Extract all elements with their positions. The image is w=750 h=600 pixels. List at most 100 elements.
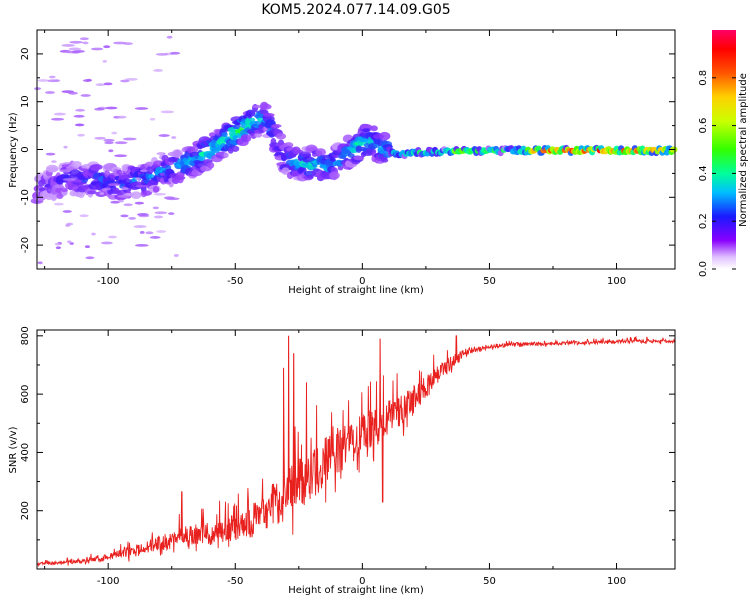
spectrogram-cell — [221, 131, 228, 138]
spectrogram-noise-cell — [82, 79, 92, 82]
spectrogram-noise-cell — [63, 145, 68, 149]
spectrogram-cell — [232, 135, 239, 140]
spectrogram-cell — [329, 157, 336, 162]
spectrogram-noise-cell — [74, 123, 85, 127]
figure-title: KOM5.2024.077.14.09.G05 — [261, 2, 450, 18]
x-tick-label: 100 — [607, 576, 626, 587]
spectrogram-cell — [271, 124, 282, 128]
spectrogram-noise-cell — [135, 244, 149, 247]
colorbar-tick-label: 0.2 — [698, 213, 709, 229]
spectrogram-noise-cell — [114, 141, 128, 145]
colorbar: 0.0 0.2 0.4 0.6 0.8 Normalized spectral ampl… — [698, 30, 749, 277]
spectrogram-cell — [370, 125, 378, 132]
colorbar-tick-label: 0.6 — [698, 118, 709, 134]
spectrogram-noise-cell — [152, 206, 159, 210]
snr-x-label: Height of straight line (km) — [288, 585, 424, 596]
spectrogram-cell — [262, 113, 275, 117]
spectrogram-noise-cell — [160, 110, 175, 114]
spectrogram-noise-cell — [116, 115, 127, 119]
spectrogram-noise-cell — [53, 112, 66, 116]
spectrogram-noise-cell — [110, 200, 120, 204]
spectrogram-noise-cell — [133, 225, 147, 228]
spectrogram-noise-cell — [120, 214, 129, 218]
spectrogram-noise-cell — [120, 187, 129, 191]
x-tick-label: -100 — [97, 276, 120, 287]
spectrogram-noise-cell — [159, 173, 165, 176]
spectrogram-cell — [315, 148, 327, 157]
spectrogram-cell — [381, 158, 389, 163]
spectrogram-noise-cell — [50, 117, 65, 121]
spectrogram-y-ticks: -20 -10 0 10 20 — [20, 29, 675, 270]
spectrogram-noise-cell — [73, 114, 85, 118]
spectrogram-noise-cell — [80, 94, 91, 97]
spectrogram-cell — [90, 163, 103, 171]
snr-y-label: SNR (v/v) — [8, 426, 19, 473]
spectrogram-noise-cell — [166, 35, 173, 39]
spectrogram-marks — [30, 35, 678, 265]
spectrogram-noise-cell — [107, 183, 121, 186]
spectrogram-noise-cell — [149, 236, 161, 239]
spectrogram-noise-cell — [139, 169, 148, 173]
spectrogram-noise-cell — [100, 241, 113, 245]
snr-marks — [36, 335, 676, 567]
spectrogram-y-label: Frequency (Hz) — [8, 112, 19, 188]
spectrogram-cell — [245, 109, 256, 117]
spectrogram-noise-cell — [69, 40, 84, 44]
y-tick-label: 20 — [20, 48, 31, 61]
spectrogram-noise-cell — [102, 59, 107, 63]
spectrogram-noise-cell — [105, 106, 118, 110]
spectrogram-noise-cell — [158, 134, 170, 137]
spectrogram-noise-cell — [54, 242, 61, 246]
spectrogram-noise-cell — [84, 245, 90, 248]
spectrogram-cell — [252, 104, 262, 109]
spectrogram-noise-cell — [153, 215, 164, 219]
colorbar-tick-label: 0.8 — [698, 70, 709, 86]
spectrogram-x-label: Height of straight line (km) — [288, 285, 424, 296]
x-tick-label: 50 — [483, 276, 496, 287]
spectrogram-cell — [281, 167, 290, 175]
spectrogram-noise-cell — [77, 133, 85, 137]
y-tick-label: -10 — [20, 189, 31, 205]
colorbar-gradient — [712, 30, 736, 269]
spectrogram-cell — [179, 172, 185, 178]
spectrogram-noise-cell — [68, 91, 78, 95]
spectrogram-noise-cell — [82, 41, 89, 45]
spectrogram-noise-cell — [51, 160, 57, 164]
spectrogram-noise-cell — [118, 199, 124, 203]
snr-x-ticks: -100 -50 0 50 100 — [44, 330, 626, 587]
spectrogram-cell — [86, 190, 97, 195]
spectrogram-noise-cell — [134, 201, 145, 205]
spectrogram-noise-cell — [173, 254, 179, 257]
spectrogram-noise-cell — [52, 79, 61, 83]
spectrogram-noise-cell — [120, 79, 130, 83]
y-tick-label: 10 — [20, 95, 31, 108]
spectrogram-noise-cell — [104, 141, 114, 145]
spectrogram-noise-cell — [66, 240, 72, 244]
spectrogram-noise-cell — [123, 203, 133, 207]
colorbar-ticks: 0.0 0.2 0.4 0.6 0.8 — [698, 70, 736, 277]
colorbar-tick-label: 0.0 — [698, 261, 709, 277]
x-tick-label: -100 — [97, 576, 120, 587]
spectrogram-noise-cell — [62, 210, 72, 213]
spectrogram-cell — [275, 132, 287, 140]
spectrogram-noise-cell — [149, 117, 156, 121]
spectrogram-cell — [379, 131, 391, 141]
spectrogram-noise-cell — [103, 138, 115, 142]
spectrogram-noise-cell — [101, 188, 108, 192]
spectrogram-noise-cell — [37, 79, 49, 82]
spectrogram-noise-cell — [122, 137, 137, 141]
spectrogram-cell — [61, 188, 68, 193]
y-tick-label: -20 — [20, 237, 31, 253]
spectrogram-noise-cell — [153, 69, 164, 72]
spectrogram-noise-cell — [135, 184, 149, 188]
spectrogram-noise-cell — [124, 193, 135, 196]
spectrogram-cell — [152, 186, 160, 193]
spectrogram-noise-cell — [61, 164, 70, 168]
spectrogram-panel: -100 -50 0 50 100 -20 -100 10 20 Height of stra… — [8, 29, 678, 296]
spectrogram-noise-cell — [79, 214, 89, 218]
y-tick-label: 200 — [20, 501, 31, 520]
spectrogram-noise-cell — [61, 44, 76, 47]
spectrogram-x-ticks: -100 -50 0 50 100 — [44, 30, 626, 287]
spectrogram-noise-cell — [153, 192, 167, 196]
